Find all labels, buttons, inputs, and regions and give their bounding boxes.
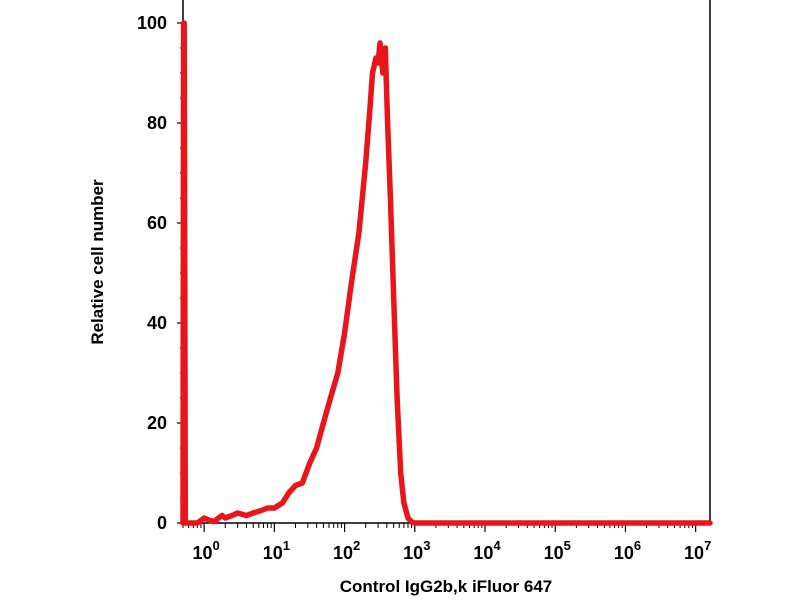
y-tick-label: 80 [147,113,167,133]
y-tick-label: 100 [137,13,167,33]
tick-marks [177,22,697,532]
tick-labels: 0 20 40 60 80 100 100 101 102 103 104 105 106 107 [137,13,711,563]
y-tick-label: 0 [157,513,167,533]
x-axis-title: Control IgG2b,k iFluor 647 [340,577,553,596]
x-tick-label: 105 [544,538,571,563]
axes [182,0,711,524]
x-tick-label: 102 [333,538,360,563]
x-tick-label: 107 [684,538,711,563]
series-layer [180,20,713,526]
y-tick-label: 40 [147,313,167,333]
x-tick-label: 100 [193,538,220,563]
histogram-series-line [180,20,713,526]
y-axis-title: Relative cell number [88,179,107,345]
x-tick-label: 106 [614,538,641,563]
y-tick-label: 20 [147,413,167,433]
x-tick-label: 104 [473,538,501,563]
x-tick-label: 103 [403,538,430,563]
y-tick-label: 60 [147,213,167,233]
x-tick-label: 101 [263,538,290,563]
